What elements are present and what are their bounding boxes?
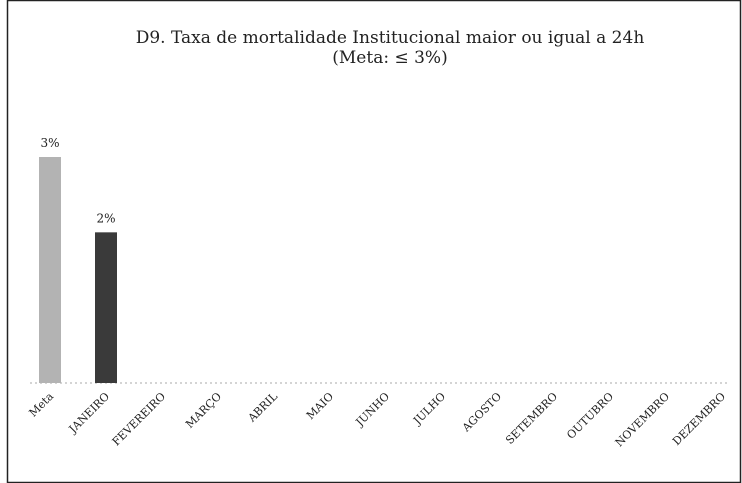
bar — [39, 157, 61, 383]
x-tick-label: JANEIRO — [66, 390, 112, 436]
chart-title: D9. Taxa de mortalidade Institucional ma… — [135, 28, 645, 48]
x-tick-label: MAIO — [304, 390, 336, 422]
x-tick-label: ABRIL — [245, 389, 281, 425]
x-tick-label: Meta — [27, 390, 57, 420]
x-tick-label: JULHO — [410, 390, 448, 428]
x-tick-label: AGOSTO — [459, 390, 504, 435]
x-tick-label: MARÇO — [183, 390, 224, 431]
x-tick-label: OUTUBRO — [564, 390, 616, 442]
chart-subtitle: (Meta: ≤ 3%) — [332, 48, 448, 68]
x-tick-label: NOVEMBRO — [613, 390, 672, 449]
x-tick-label: DEZEMBRO — [670, 390, 728, 448]
value-label: 2% — [96, 211, 115, 225]
bar — [95, 232, 117, 383]
x-tick-label: FEVEREIRO — [110, 390, 168, 448]
x-tick-label: SETEMBRO — [503, 390, 560, 447]
title-block: D9. Taxa de mortalidade Institucional ma… — [120, 28, 660, 68]
x-tick-label: JUNHO — [353, 390, 393, 430]
value-label: 3% — [40, 136, 59, 150]
